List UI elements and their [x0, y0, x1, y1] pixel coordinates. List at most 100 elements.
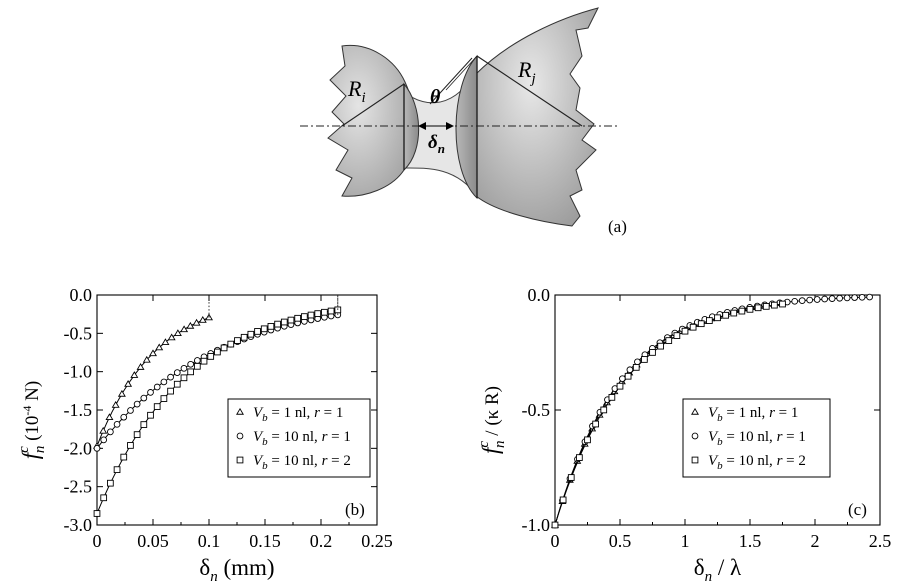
data-point-square [730, 309, 738, 317]
data-point-circle [147, 389, 154, 396]
legend-box [682, 398, 831, 478]
data-point-triangle [167, 333, 176, 341]
data-point-circle [866, 293, 873, 301]
data-point-square [632, 364, 640, 371]
panel-label: (c) [848, 500, 867, 519]
data-point-square [173, 380, 181, 388]
data-point-square [234, 337, 241, 344]
x-tick-label: 1 [681, 531, 690, 551]
data-point-circle [120, 413, 128, 421]
chart-panel-b: 0 0.05 0.1 0.15 0.2 0.25 0.0 -0.5 -1.0 -1.5 -2.0 -2… [16, 285, 393, 583]
x-tick-label: 0.25 [361, 531, 393, 551]
data-point-circle [100, 436, 108, 444]
data-point-circle [836, 294, 843, 302]
contact-cap-left [403, 82, 420, 172]
x-tick-label: 2 [811, 531, 820, 551]
data-point-square [714, 314, 721, 322]
y-tick-label: -1.0 [64, 362, 93, 382]
data-point-square [314, 310, 322, 317]
x-tick-label: 1.5 [739, 531, 762, 551]
data-point-square [180, 374, 188, 382]
legend-marker-triangle [236, 407, 244, 415]
data-point-circle [821, 295, 829, 303]
x-tick-label: 0.05 [137, 531, 169, 551]
data-point-circle [193, 357, 201, 364]
y-tick-label: -0.5 [64, 323, 93, 343]
data-point-square [280, 318, 288, 326]
x-axis-label: δn (mm) [199, 555, 274, 583]
legend-entry: Vb = 10 nl, r = 2 [253, 453, 351, 472]
data-point-square [738, 307, 746, 315]
data-point-triangle [173, 329, 182, 336]
data-point-square [689, 323, 697, 331]
y-tick-label: 0.0 [70, 285, 93, 305]
data-point-square [287, 316, 295, 324]
data-point-square [247, 330, 255, 338]
chart-panel-c: 0 0.5 1 1.5 2 2.5 0.0 -0.5 -1.0 Vb = 1 nl, r = 1 V… [476, 285, 891, 583]
y-axis-label: fcn (10-4 N) [16, 381, 48, 459]
data-point-square [762, 303, 770, 310]
data-point-square [301, 313, 308, 320]
data-point-square [584, 436, 591, 444]
data-point-square [754, 304, 762, 312]
data-point-square [133, 431, 141, 438]
legend-box [227, 398, 371, 478]
data-point-circle [167, 373, 174, 381]
x-axis-label: δn / λ [694, 555, 742, 583]
data-point-square [576, 454, 583, 461]
label-theta: θ [430, 86, 441, 108]
data-point-square [167, 387, 174, 395]
data-point-square [321, 308, 328, 316]
y-tick-label: -1.0 [522, 515, 551, 535]
data-point-square [260, 325, 268, 333]
data-point-triangle [136, 363, 145, 370]
data-point-square [624, 372, 632, 380]
legend-entry: Vb = 1 nl, r = 1 [708, 405, 798, 424]
data-point-square [307, 311, 315, 319]
data-point-triangle [149, 349, 157, 357]
data-point-circle [843, 294, 851, 302]
data-point-triangle [142, 355, 151, 363]
legend-marker-circle [691, 432, 699, 440]
data-point-triangle [155, 343, 164, 351]
data-point-square [120, 453, 128, 461]
series-square [93, 295, 342, 517]
x-tick-label: 2.5 [869, 531, 892, 551]
data-point-circle [806, 296, 814, 304]
legend-entry: Vb = 1 nl, r = 1 [253, 405, 343, 424]
data-point-circle [626, 366, 634, 374]
data-point-square [113, 466, 121, 474]
x-tick-label: 0.2 [310, 531, 333, 551]
data-point-circle [798, 297, 806, 304]
data-point-square [551, 521, 559, 529]
x-tick-label: 0.5 [609, 531, 632, 551]
data-point-triangle [111, 400, 120, 408]
data-point-circle [813, 296, 821, 303]
fit-line [96, 317, 210, 447]
y-tick-label: -0.5 [522, 400, 551, 420]
data-point-square [681, 327, 689, 335]
data-point-square [147, 411, 154, 419]
data-point-circle [153, 383, 161, 391]
data-point-square [140, 421, 148, 428]
data-point-square [665, 337, 673, 344]
radius-line-j [476, 55, 583, 127]
data-point-square [200, 357, 208, 365]
data-point-circle [173, 369, 181, 376]
data-point-triangle [130, 371, 139, 378]
data-point-square [214, 348, 221, 356]
data-point-square [616, 382, 624, 390]
grain-right [475, 7, 599, 227]
radius-line-i [341, 83, 405, 127]
y-tick-label: -2.0 [64, 438, 93, 458]
data-point-circle [160, 378, 168, 386]
data-point-square [240, 333, 248, 341]
legend-marker-square [236, 456, 244, 464]
data-point-square [771, 301, 778, 309]
panel-label: (b) [345, 500, 365, 519]
data-point-circle [107, 428, 114, 436]
data-point-square [267, 323, 275, 330]
data-point-square [600, 406, 608, 414]
data-point-square [657, 342, 664, 350]
data-point-square [100, 494, 108, 502]
